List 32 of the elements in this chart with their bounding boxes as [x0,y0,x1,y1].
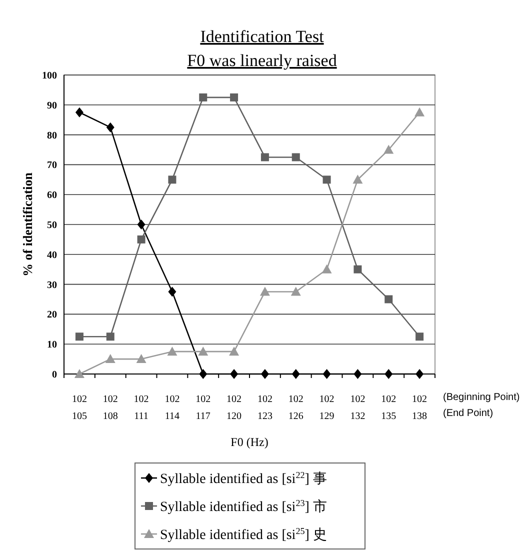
x-tick-label: 102 108 [102,394,118,422]
legend-label: Syllable identified as [si$^{25}$] 史 [160,526,327,543]
x-axis-title: F0 (Hz) [230,435,268,449]
y-tick-label: 0 [52,370,57,380]
y-tick-label: 100 [42,70,57,82]
text: (End Point) [443,408,494,419]
y-tick-label: 20 [47,310,57,321]
x-tick-label: 102 132 [350,394,366,422]
x-tick-label: 102 129 [319,394,334,422]
chart-subtitle: F0 was linearly raised [187,51,338,70]
y-axis-title: % of identification [20,172,35,276]
chart-title: Identification Test [200,27,324,46]
x-tick-label: 102 135 [381,394,396,422]
legend-label: Syllable identified as [si$^{23}$] 市 [160,498,327,515]
y-tick-label: 90 [47,100,57,112]
x-tick-label: 102 138 [412,394,428,422]
x-tick-label: 102 117 [196,394,211,422]
x-tick-label: 102 105 [72,394,87,422]
y-tick-label: 10 [47,340,57,351]
y-tick-label: 70 [47,160,57,172]
x-tick-label: 102 126 [288,394,304,422]
y-tick-label: 50 [47,220,57,231]
y-tick-label: 30 [47,280,57,291]
x-tick-label: 102 111 [134,394,149,422]
text: (Beginning Point) [443,392,520,403]
legend-label: Syllable identified as [si$^{22}$] 事 [160,470,327,487]
x-tick-label: 102 114 [164,394,180,422]
y-tick-label: 60 [47,190,57,202]
x-tick-label: 102 120 [226,394,242,422]
x-tick-label: 102 123 [257,394,272,422]
y-tick-label: 80 [47,130,57,142]
y-tick-label: 40 [47,250,57,261]
